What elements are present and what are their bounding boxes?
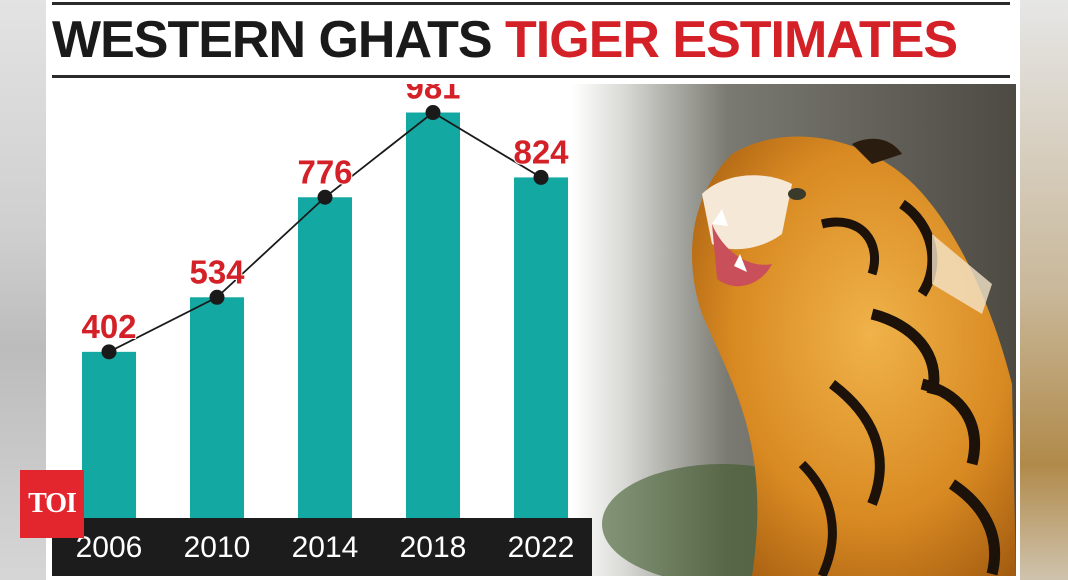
title-part-tiger-estimates: TIGER ESTIMATES <box>505 11 958 69</box>
bar-2018 <box>406 112 460 518</box>
trend-point-2006 <box>101 344 117 360</box>
year-axis-strip <box>52 518 592 576</box>
value-label-2018: 981 <box>405 84 460 106</box>
bar-2014 <box>298 197 352 518</box>
bars-layer <box>82 112 568 518</box>
x-tick-label-2018: 2018 <box>400 531 467 564</box>
x-tick-label-2010: 2010 <box>184 531 251 564</box>
value-label-2010: 534 <box>189 253 245 290</box>
tiger-photo <box>572 84 1016 576</box>
x-tick-label-2014: 2014 <box>292 531 359 564</box>
x-tick-labels-layer: 2006 2010 2014 2018 2022 <box>76 531 575 564</box>
trend-line-layer <box>101 105 549 360</box>
bar-2010 <box>190 297 244 518</box>
x-tick-label-2006: 2006 <box>76 531 143 564</box>
chart-area: 402 534 776 981 824 2006 2010 2014 2018 2022 <box>52 84 1016 576</box>
bar-chart: 402 534 776 981 824 2006 2010 2014 2018 2022 <box>76 84 575 564</box>
value-label-2014: 776 <box>297 153 352 190</box>
trend-point-2018 <box>425 105 441 121</box>
trend-point-2010 <box>209 289 225 305</box>
bar-2022 <box>514 177 568 518</box>
toi-logo: TOI <box>20 470 84 538</box>
title-part-western-ghats: WESTERN GHATS <box>52 11 493 69</box>
trend-point-2014 <box>317 189 333 205</box>
right-background-blur <box>1020 0 1068 580</box>
title-bar: WESTERN GHATS TIGER ESTIMATES <box>52 2 1010 78</box>
chart-title: WESTERN GHATS TIGER ESTIMATES <box>52 11 958 69</box>
x-tick-label-2022: 2022 <box>508 531 575 564</box>
trend-point-2022 <box>533 169 549 185</box>
bar-2006 <box>82 351 136 518</box>
value-labels-layer: 402 534 776 981 824 <box>80 84 570 346</box>
value-label-2022: 824 <box>513 133 569 170</box>
value-label-2006: 402 <box>81 308 136 345</box>
